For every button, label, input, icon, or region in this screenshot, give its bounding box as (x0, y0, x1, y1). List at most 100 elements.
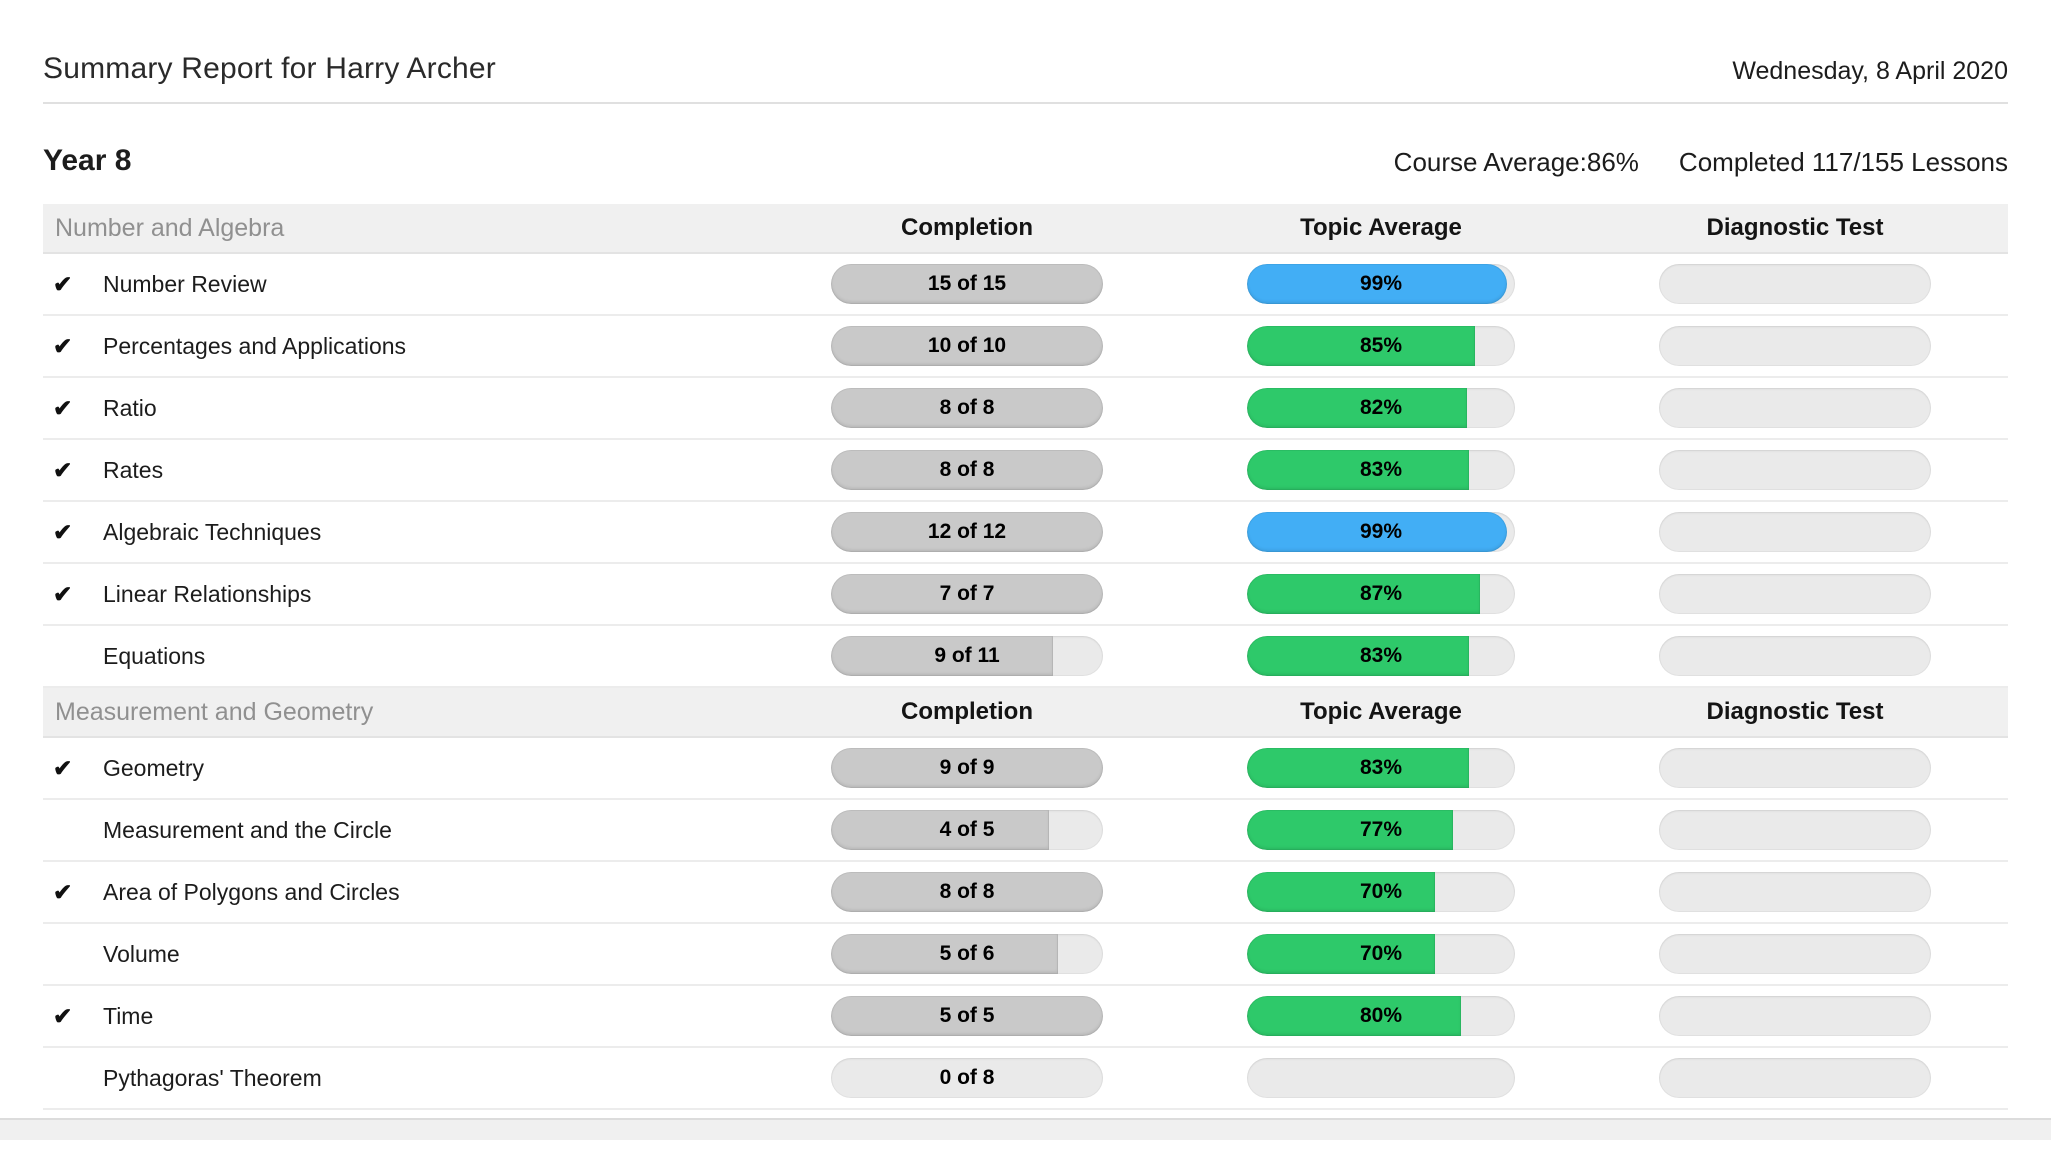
topic-label: Time (103, 1002, 154, 1029)
topic-average-pill: 77% (1247, 810, 1515, 850)
course-average-label: Course Average: (1393, 147, 1587, 177)
topic-label: Equations (103, 642, 206, 669)
diagnostic-test-pill (1659, 264, 1931, 304)
diagnostic-test-pill (1659, 996, 1931, 1036)
diagnostic-test-pill (1659, 388, 1931, 428)
completion-pill-label: 8 of 8 (939, 458, 995, 481)
completion-pill-label: 9 of 11 (934, 644, 1000, 667)
topic-average-pill: 87% (1247, 574, 1515, 614)
table-row: ✔ Time 5 of 5 80% (43, 986, 2008, 1048)
topic-average-pill-fill (1247, 996, 1462, 1036)
completion-pill-fill (831, 996, 1103, 1036)
course-completed-lessons: Completed 117/155 Lessons (1678, 147, 2008, 177)
table-row: ✔ Number Review 15 of 15 99% (43, 254, 2008, 316)
completion-pill-fill (831, 810, 1049, 850)
topic-average-pill-fill (1247, 388, 1467, 428)
check-icon: ✔ (53, 1002, 73, 1029)
section-header: Number and Algebra Completion Topic Aver… (43, 204, 2008, 254)
course-stats: Course Average:86% Completed 117/155 Les… (1394, 147, 2008, 178)
completion-pill-fill (831, 450, 1103, 490)
diagnostic-test-pill-label (1659, 264, 1931, 304)
diagnostic-test-pill (1659, 636, 1931, 676)
completion-pill-fill (831, 264, 1103, 304)
check-icon: ✔ (53, 456, 73, 483)
column-header-topic-average: Topic Average (1300, 214, 1462, 241)
topic-label: Number Review (103, 270, 267, 297)
topic-average-pill-label: 87% (1359, 582, 1403, 605)
topic-average-pill-label: 77% (1359, 818, 1403, 841)
topic-average-pill: 83% (1247, 748, 1515, 788)
course-average: Course Average:86% (1394, 147, 1639, 178)
topic-average-pill-fill (1247, 748, 1470, 788)
topic-label: Geometry (103, 754, 204, 781)
completion-pill-fill (831, 872, 1103, 912)
completion-pill: 9 of 11 (831, 636, 1103, 676)
diagnostic-test-pill-label (1659, 934, 1931, 974)
completion-pill: 7 of 7 (831, 574, 1103, 614)
course-title: Year 8 (43, 144, 132, 177)
diagnostic-test-pill (1659, 512, 1931, 552)
table-row: ✔ Geometry 9 of 9 83% (43, 738, 2008, 800)
completion-pill: 4 of 5 (831, 810, 1103, 850)
diagnostic-test-pill-label (1659, 388, 1931, 428)
completion-pill-label: 15 of 15 (927, 272, 1007, 295)
topic-label: Area of Polygons and Circles (103, 878, 400, 905)
topic-cell: ✔ Linear Relationships (43, 581, 687, 608)
completion-pill-label: 4 of 5 (939, 818, 995, 841)
completion-pill-label: 10 of 10 (927, 334, 1007, 357)
table-row: ✔ Linear Relationships 7 of 7 87% (43, 564, 2008, 626)
topic-cell: ✔ Ratio (43, 395, 687, 422)
diagnostic-test-pill-label (1659, 326, 1931, 366)
completion-pill-label: 5 of 6 (939, 942, 995, 965)
completion-pill-label: 0 of 8 (939, 1066, 995, 1089)
completion-pill-fill (831, 326, 1103, 366)
completion-pill-label: 8 of 8 (939, 880, 995, 903)
completion-pill: 9 of 9 (831, 748, 1103, 788)
diagnostic-test-pill-label (1659, 872, 1931, 912)
topic-average-pill-label: 99% (1359, 520, 1403, 543)
topic-average-pill-label: 83% (1359, 458, 1403, 481)
topic-average-pill-label: 83% (1359, 756, 1403, 779)
topic-average-pill-label (1247, 1058, 1515, 1098)
topic-average-pill-fill (1247, 326, 1475, 366)
topic-average-pill-label: 85% (1359, 334, 1403, 357)
topic-average-pill-label: 99% (1359, 272, 1403, 295)
topic-average-pill-label: 83% (1359, 644, 1403, 667)
completion-pill-label: 5 of 5 (939, 1004, 995, 1027)
completion-pill: 0 of 8 (831, 1058, 1103, 1098)
check-icon: ✔ (53, 518, 73, 545)
diagnostic-test-pill-label (1659, 996, 1931, 1036)
completion-pill-fill (831, 748, 1103, 788)
column-header-diagnostic-test: Diagnostic Test (1706, 698, 1884, 725)
check-icon: ✔ (53, 332, 73, 359)
topic-label: Measurement and the Circle (103, 816, 392, 843)
table-row: ✔ Rates 8 of 8 83% (43, 440, 2008, 502)
diagnostic-test-pill (1659, 326, 1931, 366)
diagnostic-test-pill-label (1659, 450, 1931, 490)
table-row: ✔ Pythagoras' Theorem 0 of 8 (43, 1048, 2008, 1110)
topic-average-pill (1247, 1058, 1515, 1098)
topic-average-pill-fill (1247, 574, 1481, 614)
completion-pill-fill (831, 574, 1103, 614)
completion-pill-fill (831, 934, 1058, 974)
table-row: ✔ Algebraic Techniques 12 of 12 99% (43, 502, 2008, 564)
completion-pill-label: 9 of 9 (939, 756, 995, 779)
topic-label: Algebraic Techniques (103, 518, 322, 545)
topic-cell: ✔ Area of Polygons and Circles (43, 879, 687, 906)
completion-pill-label: 12 of 12 (927, 520, 1007, 543)
check-icon: ✔ (53, 754, 73, 781)
completion-pill: 15 of 15 (831, 264, 1103, 304)
diagnostic-test-pill (1659, 450, 1931, 490)
topic-average-pill: 83% (1247, 450, 1515, 490)
diagnostic-test-pill-label (1659, 810, 1931, 850)
topic-average-pill-fill (1247, 512, 1507, 552)
topic-label: Pythagoras' Theorem (103, 1064, 322, 1091)
table-row: ✔ Equations 9 of 11 83% (43, 626, 2008, 688)
topic-cell: ✔ Rates (43, 457, 687, 484)
column-header-topic-average: Topic Average (1300, 698, 1462, 725)
check-icon: ✔ (53, 580, 73, 607)
completion-pill: 8 of 8 (831, 872, 1103, 912)
completion-pill: 8 of 8 (831, 450, 1103, 490)
report-date: Wednesday, 8 April 2020 (1732, 57, 2008, 85)
